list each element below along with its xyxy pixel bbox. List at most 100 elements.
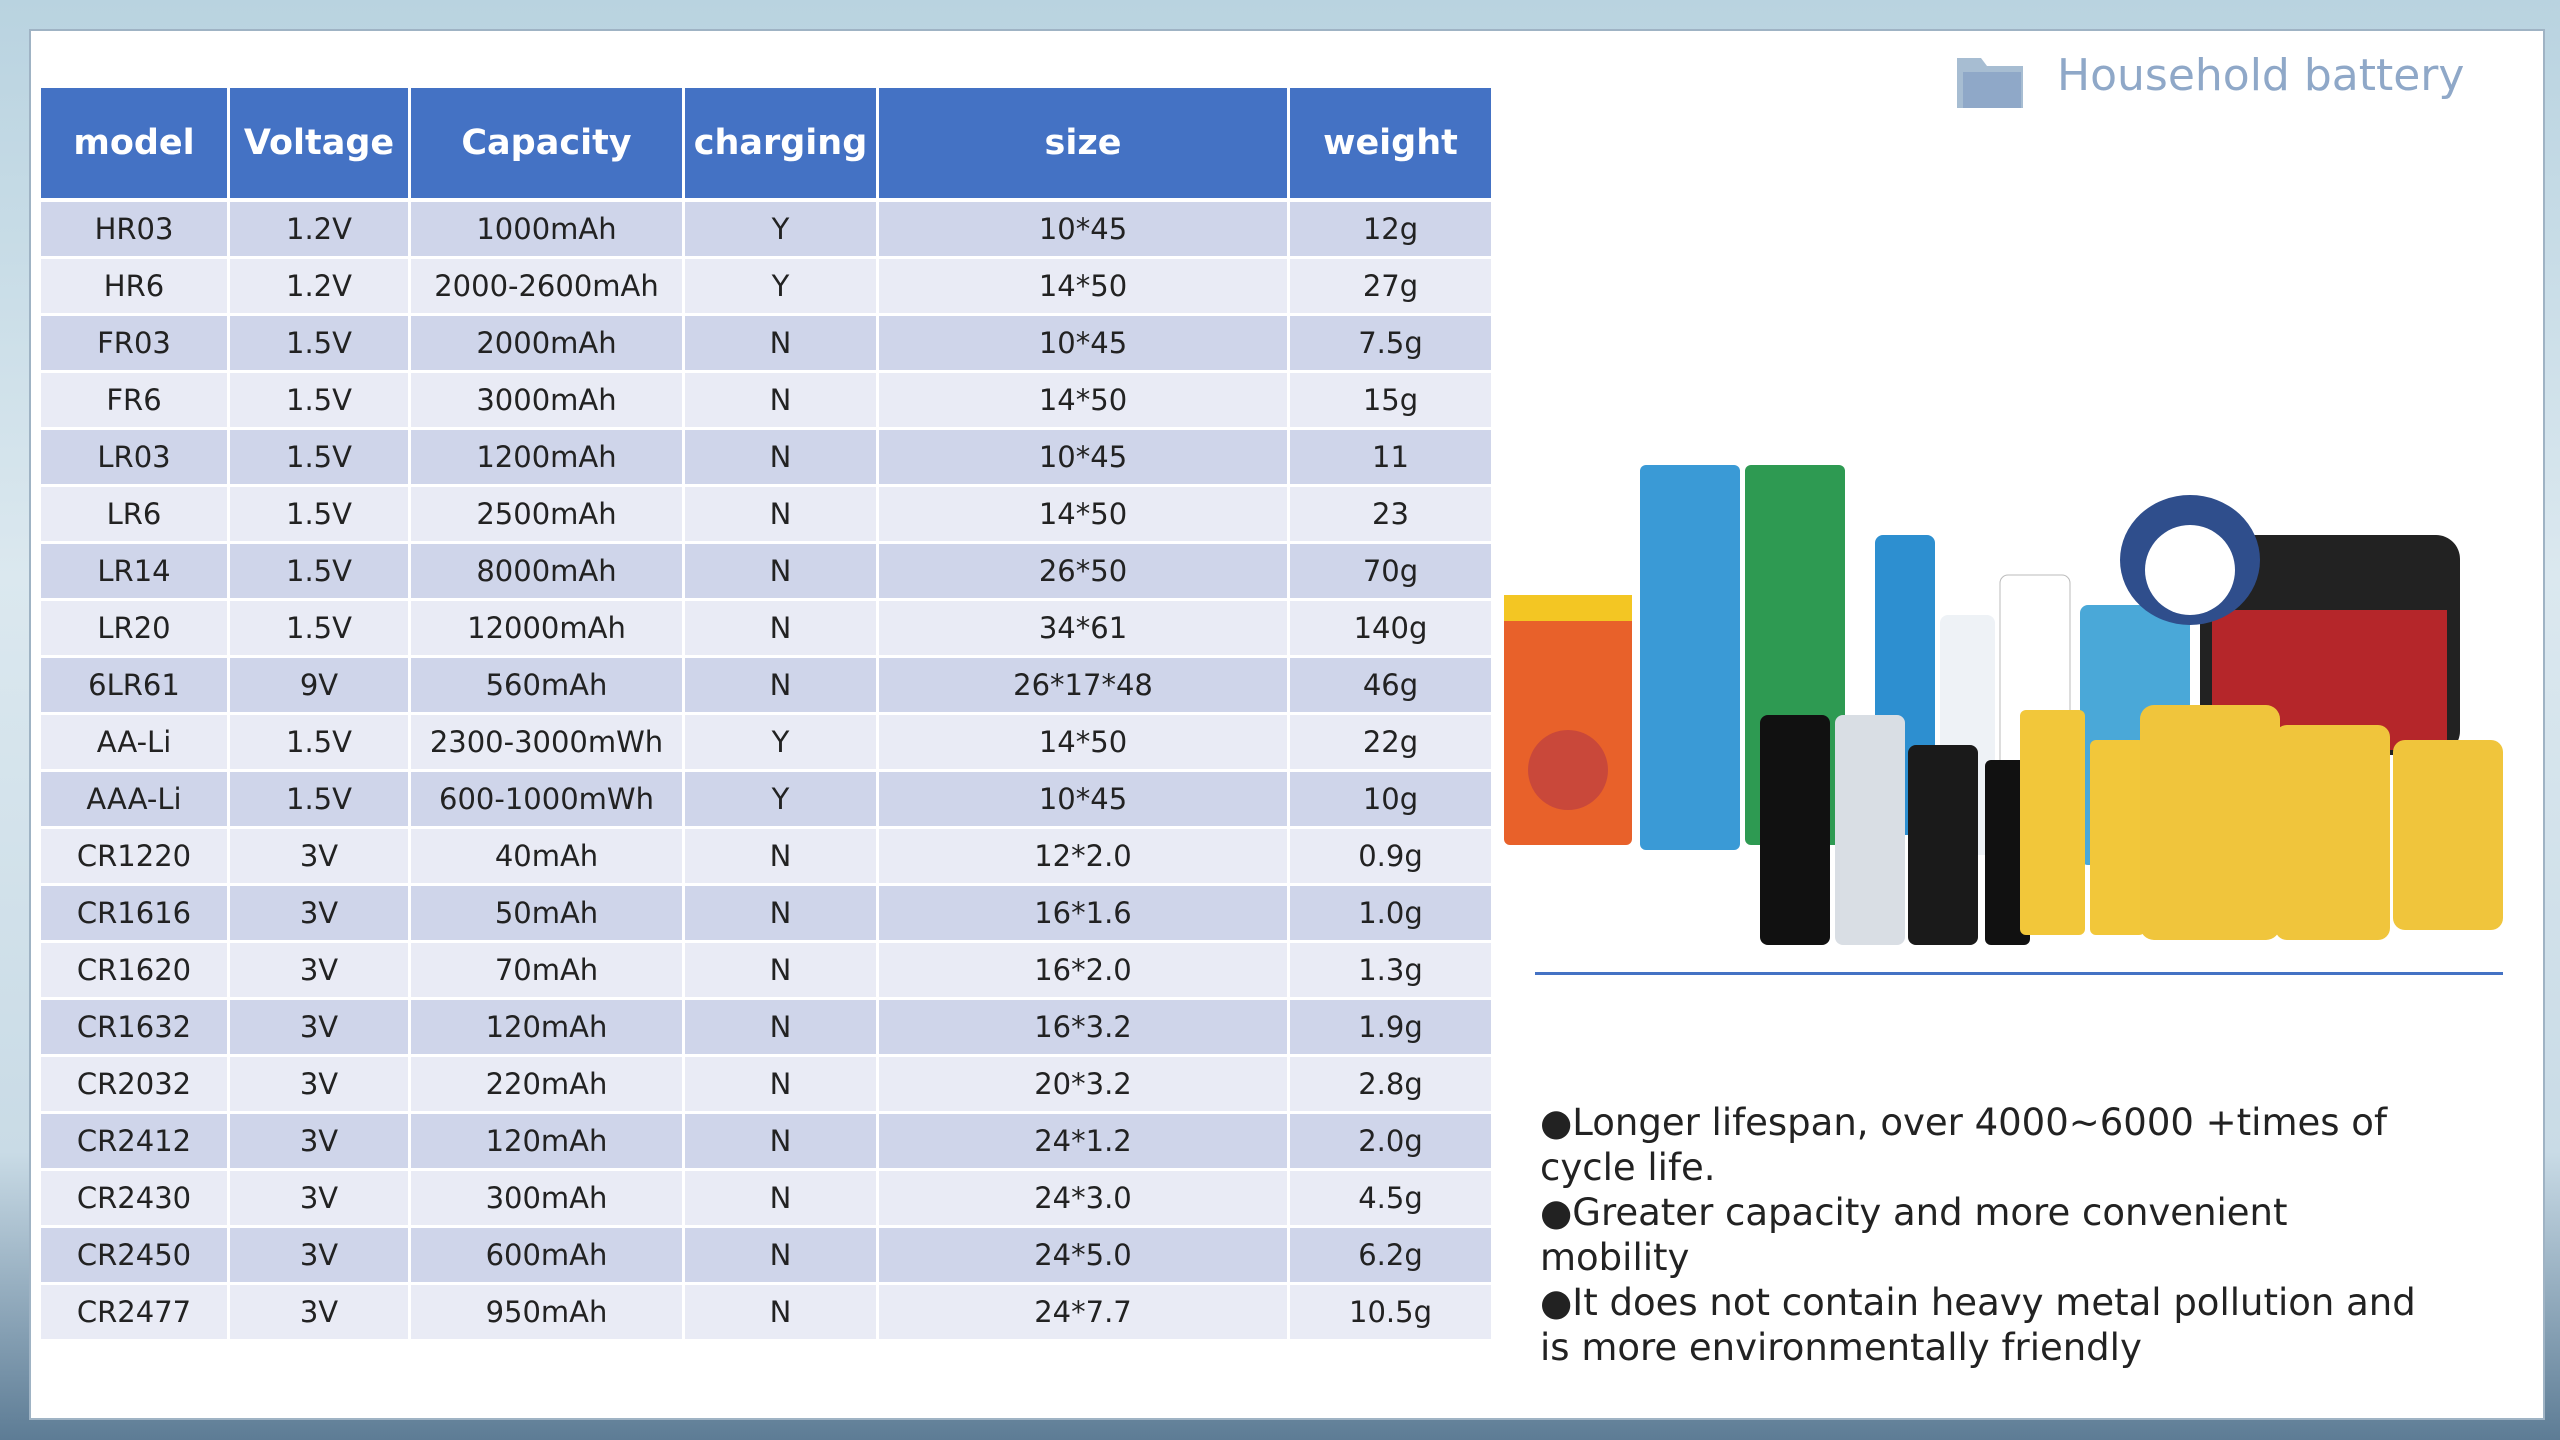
table-cell: 560mAh (411, 658, 685, 715)
table-cell: N (685, 829, 879, 886)
table-cell: 120mAh (411, 1000, 685, 1057)
battery-table: model Voltage Capacity charging size weight HR… (41, 88, 1494, 1342)
table-cell: 1.2V (230, 259, 411, 316)
column-header: model (41, 88, 230, 202)
table-cell: 26*50 (879, 544, 1290, 601)
table-cell: 23 (1290, 487, 1494, 544)
table-cell: 1.5V (230, 430, 411, 487)
bullet-item: ●Greater capacity and more convenient mo… (1540, 1191, 2288, 1279)
table-cell: 3V (230, 1228, 411, 1285)
table-cell: 10*45 (879, 430, 1290, 487)
bullet-item: ●It does not contain heavy metal polluti… (1540, 1281, 2416, 1369)
table-cell: N (685, 1057, 879, 1114)
table-cell: 7.5g (1290, 316, 1494, 373)
table-cell: 10*45 (879, 202, 1290, 259)
table-cell: AA-Li (41, 715, 230, 772)
table-row: CR2032 3V 220mAh N 20*3.2 2.8g (41, 1057, 1494, 1114)
table-cell: 1.5V (230, 373, 411, 430)
table-cell: 2.0g (1290, 1114, 1494, 1171)
table-cell: CR2430 (41, 1171, 230, 1228)
table-cell: 10g (1290, 772, 1494, 829)
table-cell: LR20 (41, 601, 230, 658)
table-row: LR6 1.5V 2500mAh N 14*50 23 (41, 487, 1494, 544)
table-cell: 3V (230, 886, 411, 943)
column-header: Capacity (411, 88, 685, 202)
table-cell: Y (685, 259, 879, 316)
table-cell: 6.2g (1290, 1228, 1494, 1285)
table-cell: 1.5V (230, 772, 411, 829)
table-cell: 20*3.2 (879, 1057, 1290, 1114)
table-cell: 12g (1290, 202, 1494, 259)
table-row: 6LR61 9V 560mAh N 26*17*48 46g (41, 658, 1494, 715)
table-cell: 300mAh (411, 1171, 685, 1228)
table-row: CR2412 3V 120mAh N 24*1.2 2.0g (41, 1114, 1494, 1171)
table-cell: 4.5g (1290, 1171, 1494, 1228)
table-cell: 1.5V (230, 601, 411, 658)
table-cell: N (685, 886, 879, 943)
table-cell: CR1616 (41, 886, 230, 943)
table-cell: 14*50 (879, 259, 1290, 316)
table-cell: N (685, 373, 879, 430)
table-cell: 70mAh (411, 943, 685, 1000)
table-cell: 1200mAh (411, 430, 685, 487)
table-cell: Y (685, 772, 879, 829)
divider (1535, 972, 2503, 975)
table-cell: 3000mAh (411, 373, 685, 430)
column-header: weight (1290, 88, 1494, 202)
battery-photo (1504, 465, 2503, 945)
table-cell: 26*17*48 (879, 658, 1290, 715)
table-row: FR6 1.5V 3000mAh N 14*50 15g (41, 373, 1494, 430)
table-cell: LR14 (41, 544, 230, 601)
table-cell: 70g (1290, 544, 1494, 601)
table-row: CR1620 3V 70mAh N 16*2.0 1.3g (41, 943, 1494, 1000)
table-cell: 10*45 (879, 772, 1290, 829)
table-cell: Y (685, 202, 879, 259)
header-title: Household battery (2057, 50, 2465, 101)
table-cell: 16*2.0 (879, 943, 1290, 1000)
table-cell: 14*50 (879, 487, 1290, 544)
table-cell: 40mAh (411, 829, 685, 886)
table-cell: 22g (1290, 715, 1494, 772)
table-cell: 16*1.6 (879, 886, 1290, 943)
table-cell: 1.5V (230, 544, 411, 601)
table-cell: N (685, 943, 879, 1000)
table-cell: 3V (230, 1114, 411, 1171)
table-cell: 3V (230, 1171, 411, 1228)
table-cell: N (685, 1114, 879, 1171)
table-cell: 12*2.0 (879, 829, 1290, 886)
table-row: AAA-Li 1.5V 600-1000mWh Y 10*45 10g (41, 772, 1494, 829)
table-row: AA-Li 1.5V 2300-3000mWh Y 14*50 22g (41, 715, 1494, 772)
table-cell: 24*5.0 (879, 1228, 1290, 1285)
table-cell: 34*61 (879, 601, 1290, 658)
table-cell: 220mAh (411, 1057, 685, 1114)
table-cell: CR2477 (41, 1285, 230, 1342)
table-cell: HR03 (41, 202, 230, 259)
table-row: CR2450 3V 600mAh N 24*5.0 6.2g (41, 1228, 1494, 1285)
table-row: HR6 1.2V 2000-2600mAh Y 14*50 27g (41, 259, 1494, 316)
table-cell: 2300-3000mWh (411, 715, 685, 772)
table-cell: 46g (1290, 658, 1494, 715)
table-cell: 24*1.2 (879, 1114, 1290, 1171)
table-cell: 11 (1290, 430, 1494, 487)
table-row: LR20 1.5V 12000mAh N 34*61 140g (41, 601, 1494, 658)
table-cell: FR6 (41, 373, 230, 430)
table-cell: 2000-2600mAh (411, 259, 685, 316)
table-cell: 14*50 (879, 373, 1290, 430)
table-cell: 14*50 (879, 715, 1290, 772)
table-cell: N (685, 1285, 879, 1342)
table-cell: 2500mAh (411, 487, 685, 544)
table-row: CR2430 3V 300mAh N 24*3.0 4.5g (41, 1171, 1494, 1228)
table-row: CR2477 3V 950mAh N 24*7.7 10.5g (41, 1285, 1494, 1342)
table-cell: 0.9g (1290, 829, 1494, 886)
table-cell: 27g (1290, 259, 1494, 316)
table-cell: N (685, 1000, 879, 1057)
table-cell: HR6 (41, 259, 230, 316)
table-cell: LR03 (41, 430, 230, 487)
table-cell: 600-1000mWh (411, 772, 685, 829)
table-cell: 1.5V (230, 316, 411, 373)
table-cell: 1.9g (1290, 1000, 1494, 1057)
table-cell: N (685, 658, 879, 715)
table-cell: CR1220 (41, 829, 230, 886)
table-cell: 950mAh (411, 1285, 685, 1342)
